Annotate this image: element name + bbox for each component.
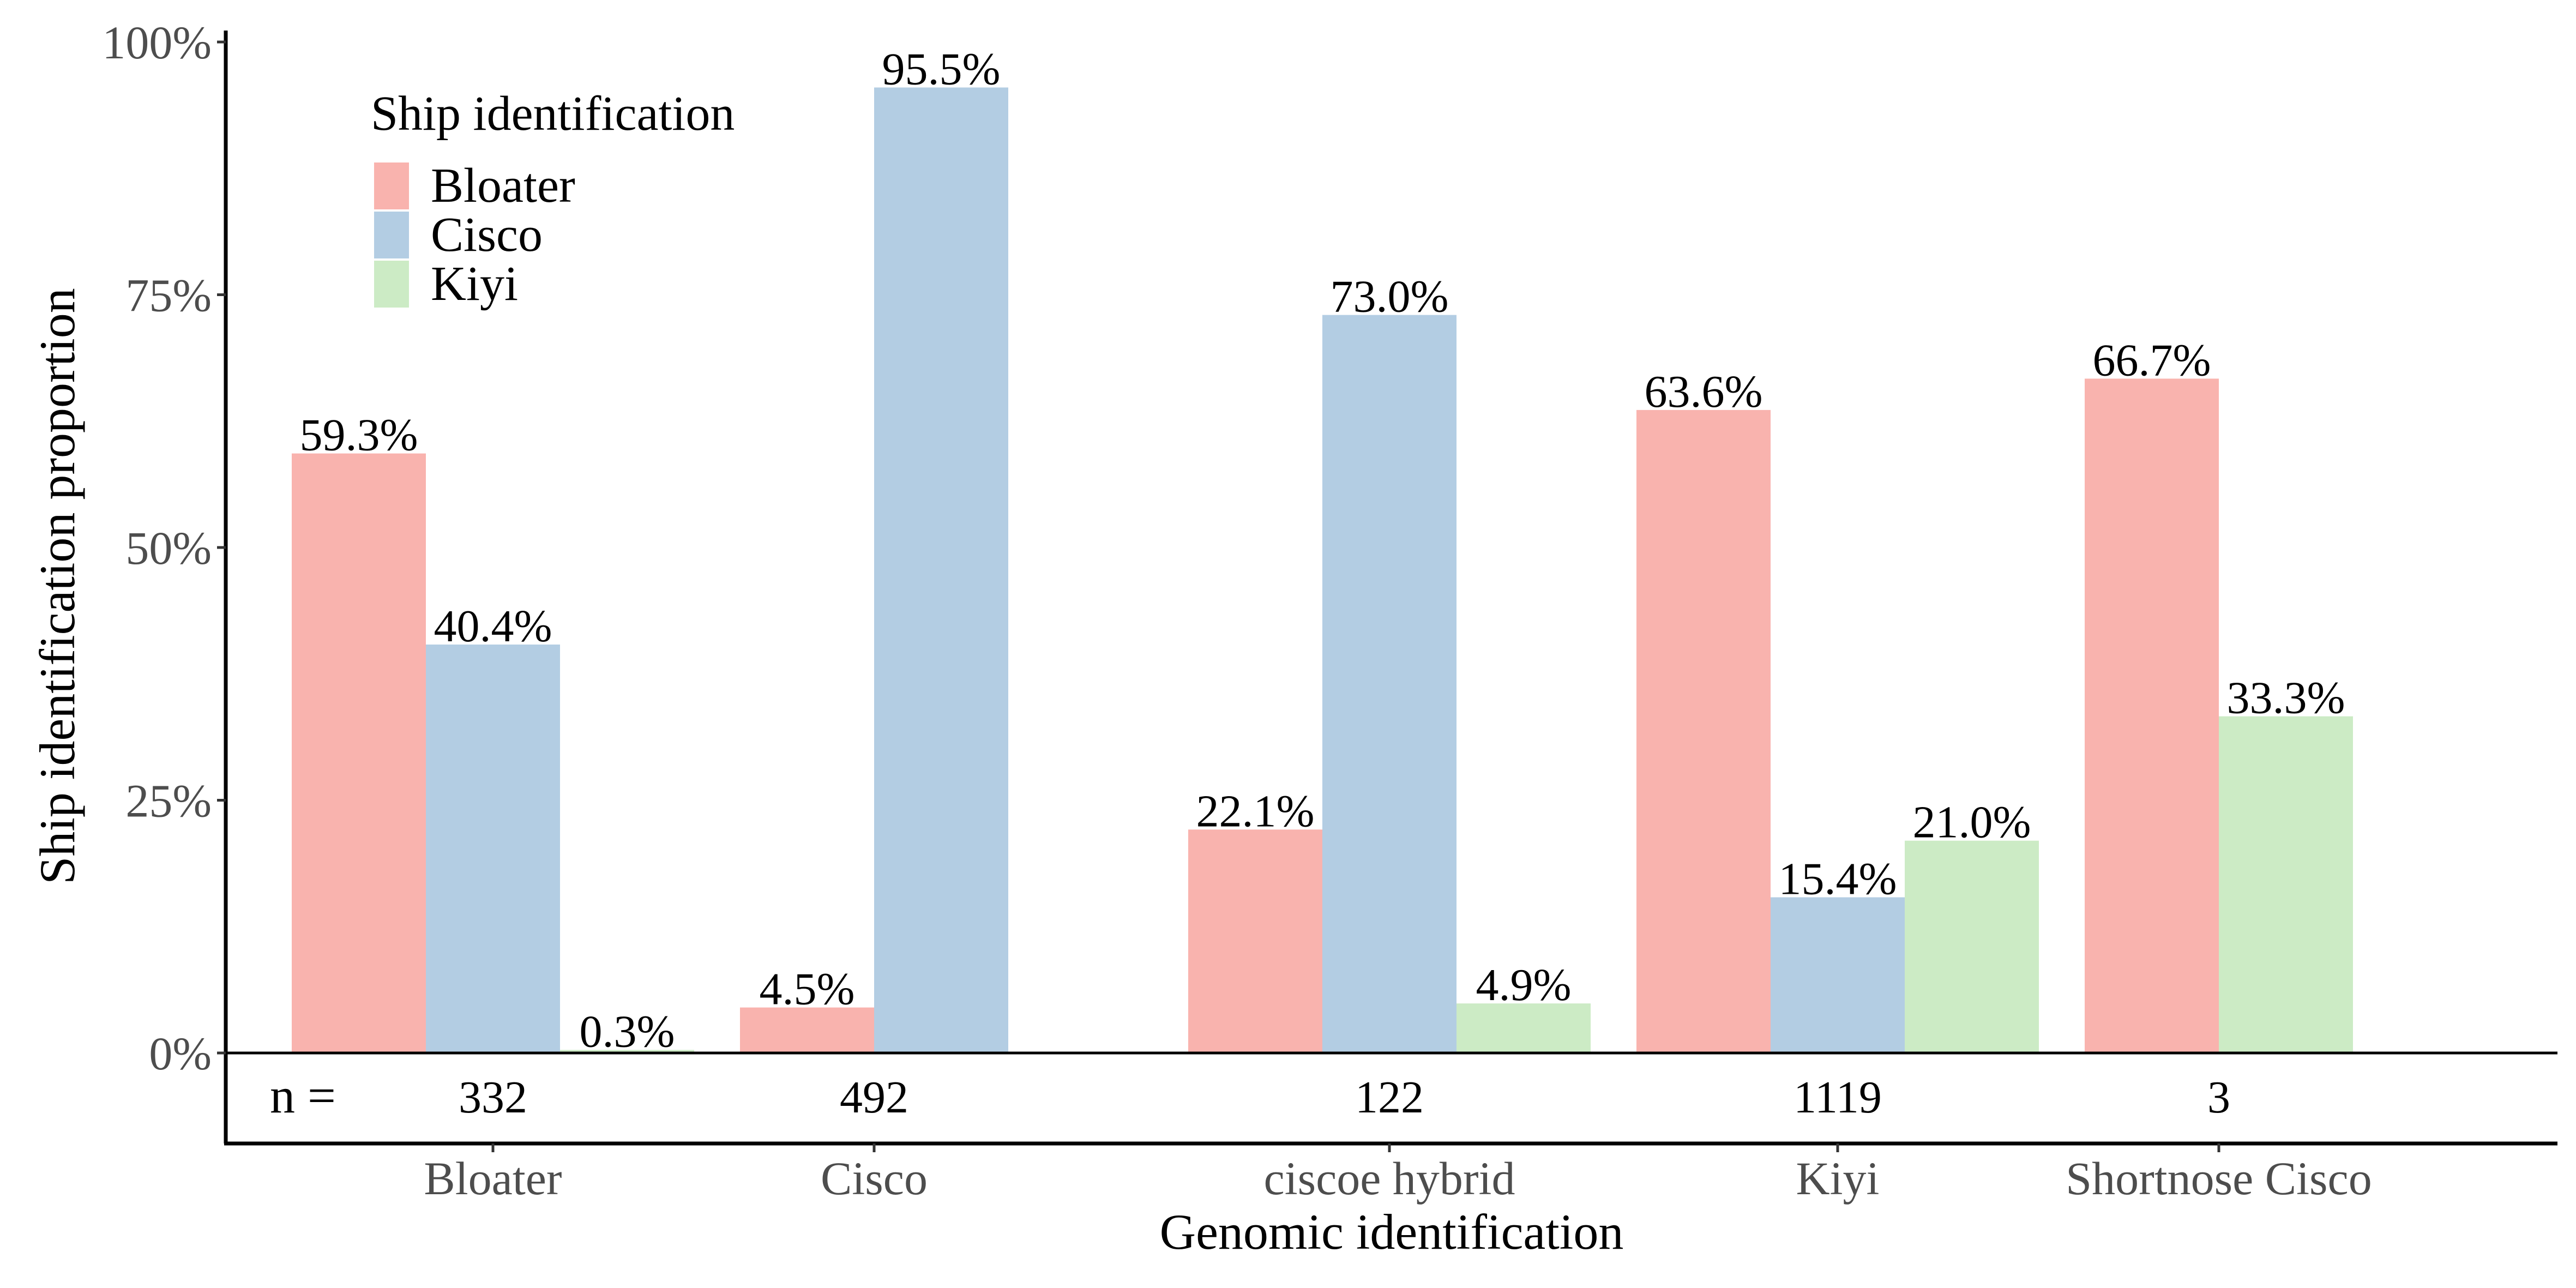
legend-label-cisco: Cisco: [431, 208, 543, 262]
x-axis-title: Genomic identification: [1160, 1204, 1624, 1260]
bar-value-label: 73.0%: [1331, 272, 1449, 322]
y-tick-label: 50%: [125, 522, 212, 574]
bar-value-label: 59.3%: [300, 410, 418, 461]
n-count-label: 3: [2207, 1072, 2230, 1123]
n-prefix-label: n =: [270, 1068, 336, 1123]
bar-value-label: 15.4%: [1779, 853, 1897, 904]
legend-label-kiyi: Kiyi: [431, 257, 518, 311]
bar-shortnose-cisco-bloater: [2085, 378, 2219, 1053]
bar-labels-layer: 59.3% 40.4% 0.3% 4.5% 95.5% 22.1% 73.0% 4.9% 63.…: [300, 44, 2345, 1057]
n-count-label: 122: [1355, 1072, 1424, 1123]
x-tick-label: Kiyi: [1796, 1152, 1880, 1205]
bar-value-label: 4.5%: [760, 964, 855, 1015]
bar-kiyi-cisco: [1771, 897, 1905, 1053]
bar-value-label: 95.5%: [882, 44, 1001, 94]
bar-value-label: 66.7%: [2093, 335, 2211, 386]
bar-kiyi-bloater: [1636, 410, 1771, 1054]
y-tick-label: 25%: [125, 775, 212, 827]
legend-label-bloater: Bloater: [431, 159, 575, 213]
legend-swatch-cisco: [374, 212, 409, 258]
bar-value-label: 63.6%: [1645, 366, 1763, 417]
y-axis-title: Ship identification proportion: [29, 288, 85, 884]
x-ticks-layer: Bloater Cisco ciscoe hybrid Kiyi Shortnose C…: [424, 1143, 2372, 1205]
bar-ciscoe-hybrid-cisco: [1322, 315, 1456, 1053]
bars-layer: [292, 87, 2353, 1054]
n-count-label: 1119: [1793, 1072, 1882, 1123]
bar-value-label: 0.3%: [580, 1006, 675, 1057]
bar-bloater-kiyi: [560, 1050, 694, 1053]
bar-cisco-bloater: [740, 1007, 874, 1053]
bar-value-label: 21.0%: [1913, 797, 2031, 848]
y-tick-label: 100%: [102, 16, 212, 69]
x-tick-label: Bloater: [424, 1152, 562, 1205]
legend-swatch-bloater: [374, 162, 409, 209]
bar-kiyi-kiyi: [1905, 840, 2039, 1053]
x-tick-label: Cisco: [821, 1152, 928, 1205]
bar-value-label: 33.3%: [2227, 673, 2345, 724]
legend-title: Ship identification: [371, 87, 735, 141]
y-ticks-layer: 0% 25% 50% 75% 100%: [102, 16, 226, 1080]
y-tick-label: 0%: [149, 1027, 212, 1080]
bar-cisco-cisco: [874, 87, 1008, 1054]
x-tick-label: ciscoe hybrid: [1264, 1152, 1515, 1205]
bar-shortnose-cisco-kiyi: [2219, 716, 2353, 1053]
bar-bloater-cisco: [426, 644, 560, 1053]
n-count-row: n = 332 492 122 1119 3: [270, 1068, 2230, 1123]
n-count-label: 332: [459, 1072, 527, 1123]
x-tick-label: Shortnose Cisco: [2066, 1152, 2372, 1205]
bar-value-label: 40.4%: [434, 601, 552, 652]
bar-bloater-bloater: [292, 453, 426, 1053]
bar-value-label: 4.9%: [1476, 960, 1572, 1010]
bar-ciscoe-hybrid-bloater: [1188, 829, 1322, 1053]
legend-swatch-kiyi: [374, 261, 409, 308]
y-tick-label: 75%: [125, 269, 212, 322]
n-count-label: 492: [840, 1072, 908, 1123]
bar-ciscoe-hybrid-kiyi: [1456, 1003, 1591, 1053]
bar-value-label: 22.1%: [1196, 786, 1315, 836]
